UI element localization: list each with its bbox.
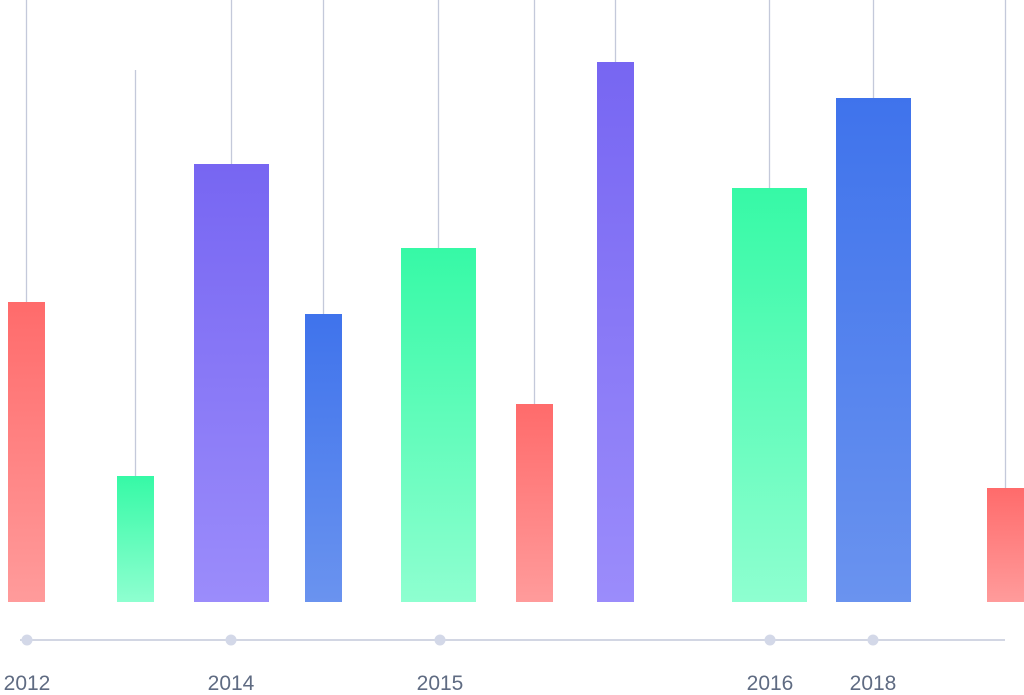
bars [8, 62, 1024, 602]
year-label-2016: 2016 [747, 672, 794, 695]
timeline-dot-2 [225, 634, 237, 646]
bar-stems [25, 0, 1007, 488]
bar-5 [401, 248, 476, 602]
bar-9 [836, 98, 911, 602]
timeline-labels: 2012 2014 2015 2016 2018 [4, 672, 897, 695]
bar-7 [597, 62, 634, 602]
bar-6 [516, 404, 553, 602]
bar-10 [987, 488, 1024, 602]
year-label-2015: 2015 [417, 672, 464, 695]
timeline-dot-4 [764, 634, 776, 646]
bar-1 [8, 302, 45, 602]
bar-8 [732, 188, 807, 602]
year-label-2018: 2018 [850, 672, 897, 695]
timeline-dot-3 [434, 634, 446, 646]
timeline-dot-5 [867, 634, 879, 646]
timeline-dot-1 [21, 634, 33, 646]
bar-2 [117, 476, 154, 602]
year-label-2012: 2012 [4, 672, 51, 695]
bar-4 [305, 314, 342, 602]
bar-3 [194, 164, 269, 602]
year-label-2014: 2014 [208, 672, 255, 695]
timeline-dots [21, 634, 879, 646]
